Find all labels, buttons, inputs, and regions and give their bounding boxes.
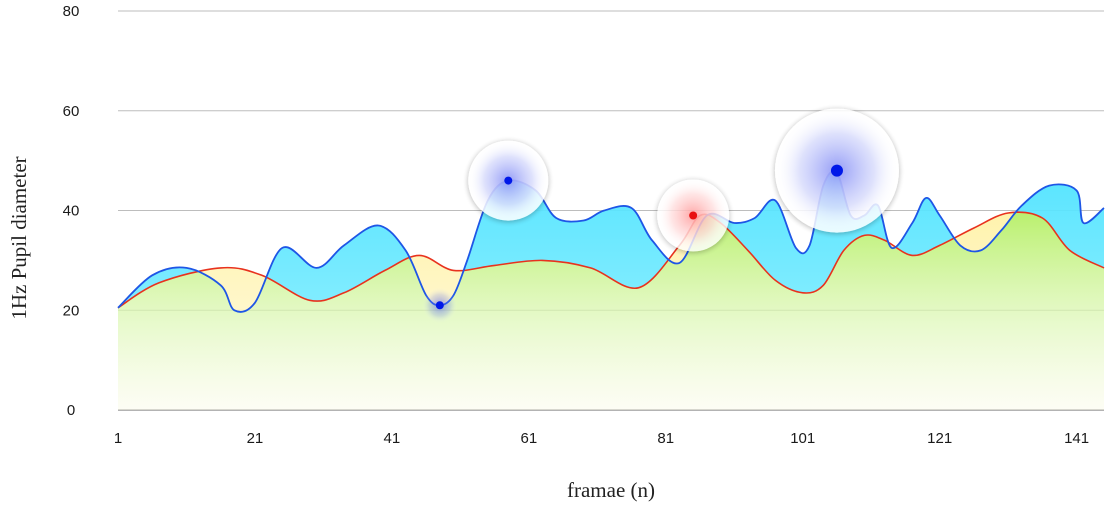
y-tick-label: 80 <box>63 3 80 20</box>
data-point-marker-blue <box>435 301 444 310</box>
area-layer <box>118 171 1104 410</box>
y-tick-label: 20 <box>63 302 80 319</box>
data-point-marker-blue <box>830 164 843 177</box>
y-axis-title: 1Hz Pupil diameter <box>7 156 31 319</box>
x-tick-label: 81 <box>657 430 674 447</box>
x-axis-title: framae (n) <box>567 478 655 502</box>
x-tick-label: 21 <box>247 430 264 447</box>
x-tick-label: 101 <box>790 430 815 447</box>
x-tick-label: 61 <box>520 430 537 447</box>
x-tick-label: 41 <box>384 430 401 447</box>
x-tick-label: 141 <box>1064 430 1089 447</box>
x-tick-label: 121 <box>927 430 952 447</box>
data-point-marker-red <box>689 211 698 220</box>
series-line-blue <box>117 170 1105 313</box>
area-under-both <box>118 212 1104 410</box>
data-point-marker-blue <box>504 176 513 185</box>
y-tick-label: 60 <box>63 103 80 120</box>
x-tick-label: 1 <box>114 430 122 447</box>
y-tick-label: 0 <box>67 402 75 419</box>
marker-layer <box>421 108 899 324</box>
y-tick-label: 40 <box>63 203 80 220</box>
